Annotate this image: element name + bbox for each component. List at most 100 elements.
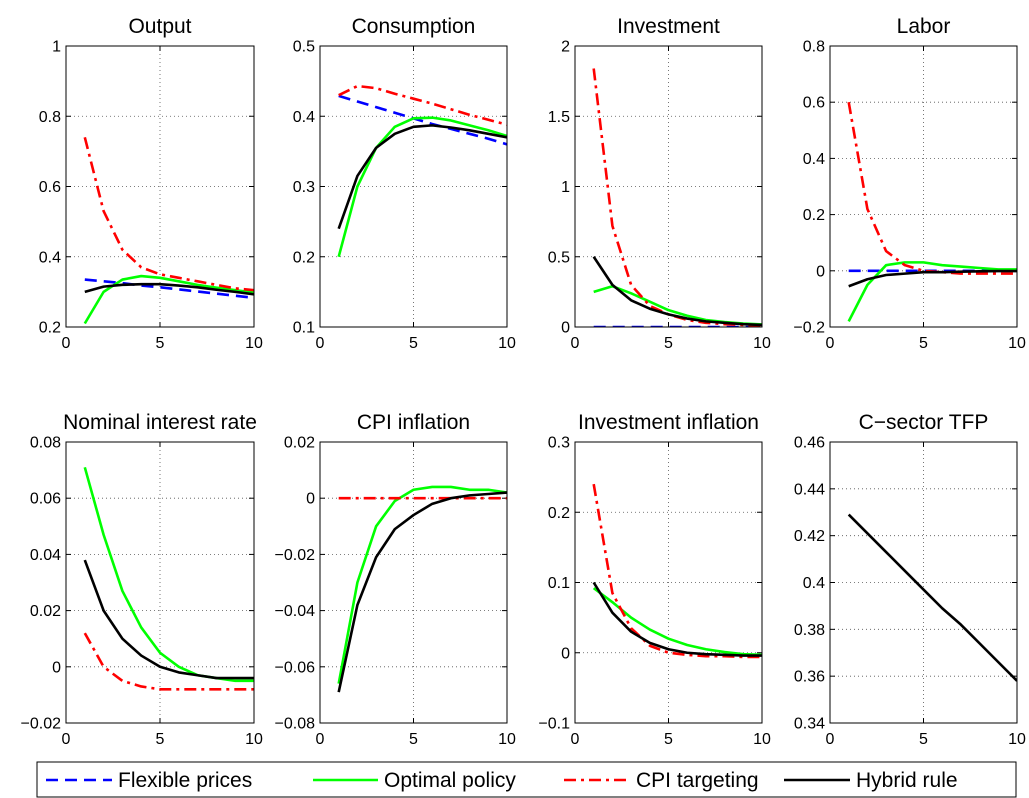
panel-title: Investment [617,15,720,38]
x-tick-label: 0 [571,335,580,352]
legend-label-hyb: Hybrid rule [856,769,958,792]
y-tick-label: 0.02 [284,435,315,452]
panel-1: Consumption 0 5 10 0.1 0.2 0.3 0.4 0.5 [293,15,516,352]
x-tick-label: 10 [245,335,263,352]
y-tick-label: 0.38 [794,622,825,639]
legend-label-cpi: CPI targeting [636,769,759,792]
series-line-opt [593,284,762,326]
panel-title: Consumption [352,15,476,38]
axes-frame [319,45,508,328]
series-line-hyb [847,513,1017,682]
y-tick-label: 0.2 [803,207,825,224]
y-tick-label: 0.36 [794,669,825,686]
y-tick-label: 0.8 [803,39,825,56]
series-line-cpi [338,84,507,126]
y-tick-label: 0.2 [293,249,315,266]
axes-frame [65,45,255,328]
y-tick-label: −0.02 [275,547,316,564]
y-tick-label: 0.5 [548,249,570,266]
y-tick-label: −0.1 [538,716,570,733]
x-tick-label: 10 [245,731,263,748]
panel-title: Nominal interest rate [63,411,257,434]
series-line-cpi [592,68,762,327]
x-tick-label: 5 [409,731,418,748]
y-tick-label: −0.06 [275,659,316,676]
x-tick-label: 0 [826,335,835,352]
x-tick-label: 10 [753,335,771,352]
y-tick-label: 0 [816,263,825,280]
x-tick-label: 5 [919,731,928,748]
x-tick-label: 10 [1008,335,1026,352]
y-tick-label: 0 [561,320,570,337]
x-tick-label: 10 [753,731,771,748]
axes-frame [65,441,255,724]
y-tick-label: 0.06 [30,491,61,508]
y-tick-label: 0.08 [30,435,61,452]
series-line-cpi [83,136,254,292]
legend: Flexible prices Optimal policy CPI targeti… [36,761,1017,798]
axes-frame [829,45,1018,328]
x-tick-label: 5 [664,335,673,352]
panel-7: C−sector TFP 0 5 10 0.34 0.36 0.38 0.4 0.42 0.44 0… [794,411,1026,748]
series-line-hyb [337,491,507,693]
axes-frame [574,441,763,724]
y-tick-label: −0.2 [793,320,825,337]
series-line-opt [337,116,507,258]
y-tick-label: 0.4 [39,249,61,266]
x-tick-label: 0 [62,731,71,748]
series-line-opt [83,466,254,683]
x-tick-label: 10 [1008,731,1026,748]
x-tick-label: 5 [919,335,928,352]
y-tick-label: 0.8 [39,109,61,126]
y-tick-label: 0.34 [794,716,825,733]
y-tick-label: −0.08 [275,716,316,733]
series-line-hyb [83,559,254,680]
y-tick-label: −0.04 [275,603,316,620]
series-line-cpi [83,632,254,691]
panel-2: Investment 0 5 10 0 0.5 1 1.5 2 [548,15,771,352]
panel-5: CPI inflation 0 5 10 −0.08 −0.06 −0.04 −0.02 0 0.… [275,411,516,748]
y-tick-label: 0.6 [39,179,61,196]
x-tick-label: 5 [409,335,418,352]
y-tick-label: 0 [561,645,570,662]
series-line-hyb [84,282,254,296]
series-line-opt [337,485,507,684]
x-tick-label: 0 [316,731,325,748]
y-tick-label: 0.44 [794,481,825,498]
legend-label-flex: Flexible prices [118,769,252,792]
series-line-cpi [847,101,1017,275]
series-line-opt [592,587,762,657]
panel-title: CPI inflation [357,411,470,434]
series-line-flex [338,94,507,146]
axes-frame [829,441,1018,724]
x-tick-label: 0 [316,335,325,352]
legend-box [36,761,1017,798]
y-tick-label: 0.4 [803,151,825,168]
y-tick-label: 0 [306,491,315,508]
y-tick-label: 0 [52,659,61,676]
x-tick-label: 10 [498,731,516,748]
y-tick-label: 0.02 [30,603,61,620]
x-tick-label: 5 [156,335,165,352]
y-tick-label: 0.1 [293,320,315,337]
y-tick-label: 0.2 [39,320,61,337]
x-tick-label: 5 [664,731,673,748]
y-tick-label: 1 [52,39,61,56]
y-tick-label: 2 [561,39,570,56]
series-line-cpi [592,483,762,659]
series-line-hyb [592,581,762,657]
panel-title: Labor [897,15,951,38]
axes-frame [319,441,508,724]
panel-title: Output [128,15,191,38]
y-tick-label: 1 [561,179,570,196]
y-tick-label: 1.5 [548,109,570,126]
legend-label-opt: Optimal policy [384,769,516,792]
series-line-hyb [848,269,1017,288]
x-tick-label: 0 [62,335,71,352]
y-tick-label: 0.04 [30,547,61,564]
y-tick-label: 0.2 [548,505,570,522]
